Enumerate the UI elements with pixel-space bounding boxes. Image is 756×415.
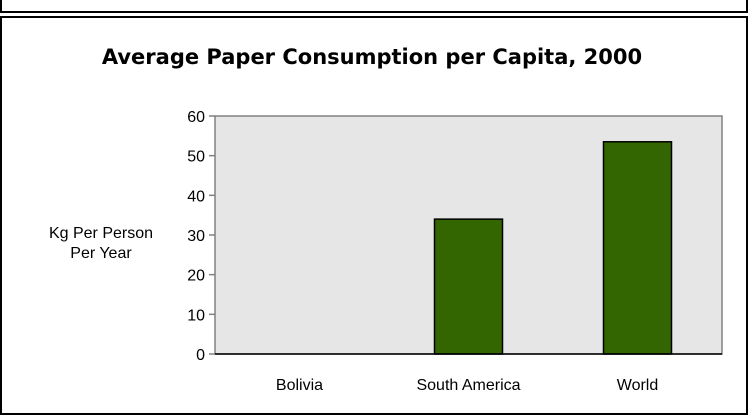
y-axis-ticks: 0 10 20 30 40 50 60	[187, 109, 215, 364]
y-tick-label: 40	[187, 188, 205, 205]
y-tick-label: 60	[187, 109, 205, 126]
x-tick-label: World	[617, 377, 659, 394]
y-tick-label: 50	[187, 149, 205, 166]
bar-south-america	[433, 218, 504, 355]
top-panel-frame	[0, 0, 748, 13]
x-tick-label: South America	[416, 377, 520, 394]
x-axis-labels: Bolivia South America World	[276, 377, 658, 394]
y-tick-label: 0	[196, 347, 205, 364]
chart-title: Average Paper Consumption per Capita, 20…	[102, 45, 642, 69]
y-axis-label-line-2: Per Year	[70, 245, 132, 262]
y-tick-label: 30	[187, 228, 205, 245]
y-tick-label: 20	[187, 268, 205, 285]
bars	[215, 141, 722, 355]
x-tick-label: Bolivia	[276, 377, 323, 394]
bar-world	[602, 141, 673, 355]
y-tick-label: 10	[187, 307, 205, 324]
y-axis-label-line-1: Kg Per Person	[49, 225, 153, 242]
